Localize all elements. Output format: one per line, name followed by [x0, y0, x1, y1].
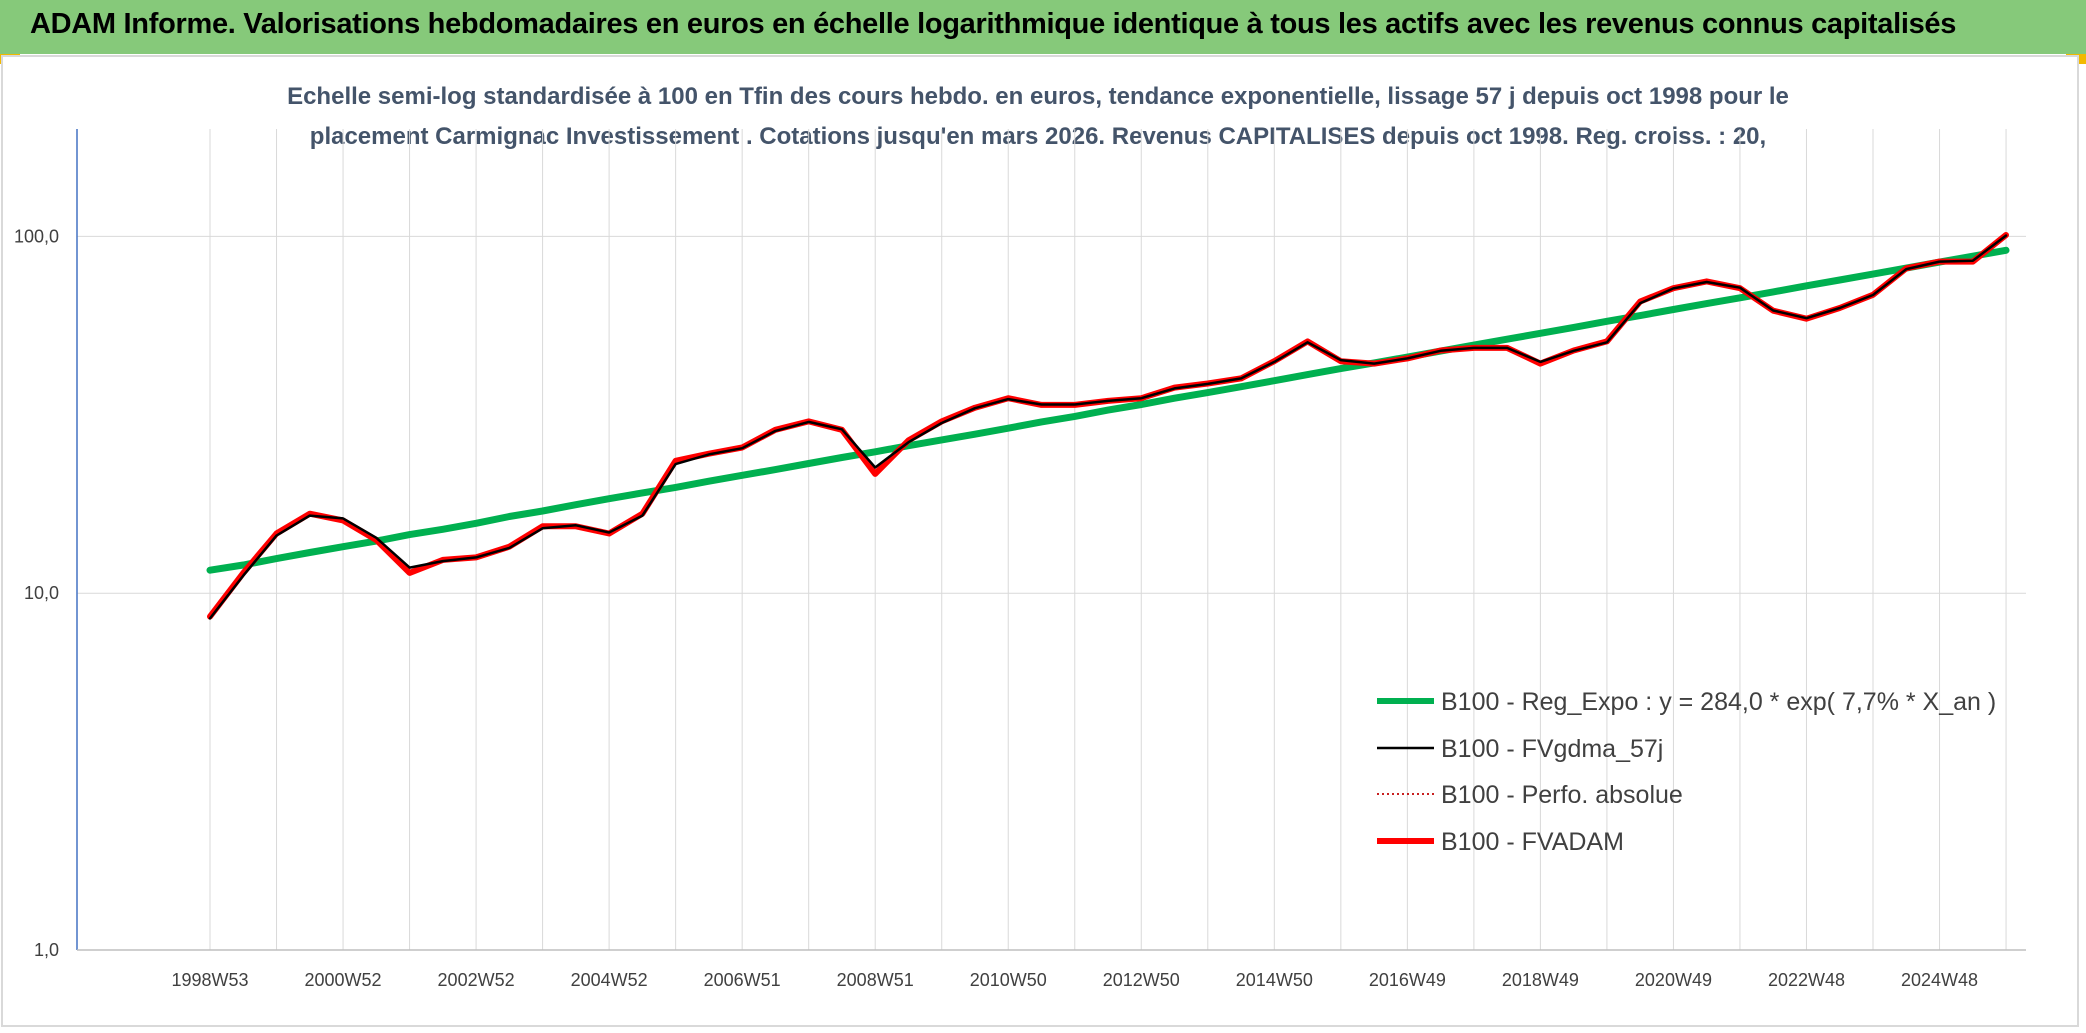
legend-label: B100 - FVgdma_57j — [1441, 735, 1663, 763]
legend-label: B100 - Reg_Expo : y = 284,0 * exp( 7,7% … — [1441, 688, 1996, 716]
x-tick-label: 2024W48 — [1901, 970, 1978, 990]
x-tick-label: 2006W51 — [704, 970, 781, 990]
x-tick-label: 2000W52 — [305, 970, 382, 990]
chart-subtitle: placement Carmignac Investissement . Cot… — [310, 123, 1766, 150]
legend-label: B100 - FVADAM — [1441, 828, 1624, 856]
x-tick-label: 1998W53 — [171, 970, 248, 990]
x-tick-label: 2022W48 — [1768, 970, 1845, 990]
x-tick-label: 2020W49 — [1635, 970, 1712, 990]
x-tick-label: 2018W49 — [1502, 970, 1579, 990]
x-tick-label: 2014W50 — [1236, 970, 1313, 990]
legend-label: B100 - Perfo. absolue — [1441, 781, 1683, 809]
x-tick-label: 2002W52 — [438, 970, 515, 990]
series-line — [208, 234, 2008, 620]
x-tick-label: 2004W52 — [571, 970, 648, 990]
x-tick-label: 2008W51 — [837, 970, 914, 990]
chart: Echelle semi-log standardisée à 100 en T… — [1, 55, 2079, 1027]
chart-subtitle: Echelle semi-log standardisée à 100 en T… — [287, 83, 1789, 110]
y-tick-label: 100,0 — [14, 226, 59, 246]
x-tick-label: 2010W50 — [970, 970, 1047, 990]
chart-frame — [1, 55, 2079, 1027]
series-line — [206, 246, 2010, 574]
y-tick-label: 1,0 — [34, 940, 59, 960]
x-tick-label: 2016W49 — [1369, 970, 1446, 990]
subtitle-group: Echelle semi-log standardisée à 100 en T… — [287, 83, 1789, 150]
y-tick-label: 10,0 — [24, 583, 59, 603]
x-tick-label: 2012W50 — [1103, 970, 1180, 990]
header-title: ADAM Informe. Valorisations hebdomadaire… — [30, 8, 1957, 40]
header-bar: ADAM Informe. Valorisations hebdomadaire… — [0, 0, 2086, 54]
